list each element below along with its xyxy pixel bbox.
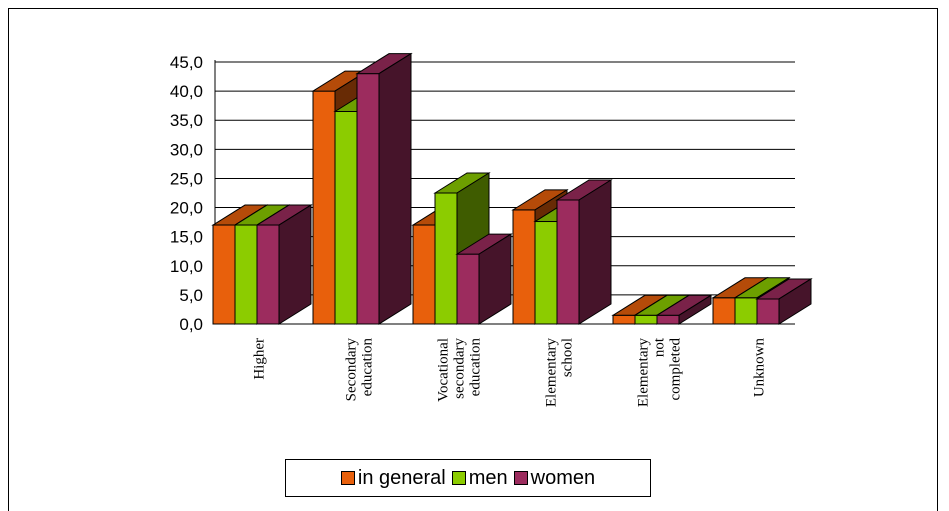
legend-label-women: women <box>530 466 596 489</box>
legend-swatch-men <box>451 471 466 485</box>
bar-women-3 <box>555 179 613 325</box>
x-category-label: not <box>651 337 667 357</box>
bar-women-2 <box>455 233 513 325</box>
bar-women-4 <box>655 294 713 325</box>
y-tick-label: 10,0 <box>170 257 203 276</box>
x-category-label: school <box>559 338 575 377</box>
x-category-label: completed <box>667 338 683 401</box>
bar-women-0 <box>255 204 313 325</box>
y-tick-label: 40,0 <box>170 82 203 101</box>
legend-item-in-general: in general <box>340 466 446 490</box>
legend-item-men: men <box>451 466 508 490</box>
x-axis-categories: Higher Secondary education Vocational second… <box>251 337 767 407</box>
legend-label-in-general: in general <box>357 466 446 489</box>
x-category-label: Secondary <box>343 338 359 402</box>
y-tick-label: 5,0 <box>179 286 203 305</box>
bar-women-1 <box>355 52 413 325</box>
bars <box>211 52 813 325</box>
y-tick-label: 20,0 <box>170 199 203 218</box>
legend-swatch-women <box>513 471 528 485</box>
y-tick-label: 0,0 <box>179 315 203 334</box>
x-category-label: education <box>467 338 483 397</box>
x-category-label: Higher <box>251 338 267 380</box>
y-tick-label: 30,0 <box>170 140 203 159</box>
y-tick-label: 45,0 <box>170 53 203 72</box>
bar-women-5 <box>755 278 813 325</box>
x-category-label: Vocational <box>435 338 451 402</box>
y-tick-label: 35,0 <box>170 111 203 130</box>
x-category-label: education <box>359 338 375 397</box>
x-category-label: secondary <box>451 338 467 399</box>
legend-item-women: women <box>513 466 596 490</box>
x-category-label: Elementary <box>635 338 651 408</box>
legend: in general men women <box>285 459 651 497</box>
x-category-label: Unknown <box>751 338 767 398</box>
legend-swatch-in-general <box>340 471 355 485</box>
legend-label-men: men <box>468 466 508 489</box>
y-tick-label: 25,0 <box>170 169 203 188</box>
y-axis-ticks: 0,0 5,0 10,0 15,0 20,0 25,0 30,0 35,0 40,0 45,0 <box>170 53 203 334</box>
x-category-label: Elementary <box>543 338 559 408</box>
y-tick-label: 15,0 <box>170 228 203 247</box>
